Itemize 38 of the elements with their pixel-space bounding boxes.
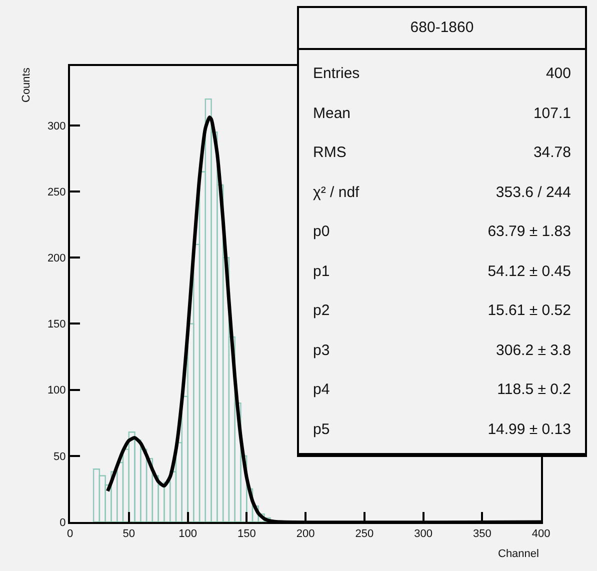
x-tick-label: 400 <box>532 528 550 540</box>
x-tick-label: 250 <box>355 528 374 540</box>
annotation: p1 <box>313 262 330 282</box>
annotation: 14.99 ± 0.13 <box>488 420 571 440</box>
y-tick-label: 300 <box>47 120 66 132</box>
annotation: p5 <box>313 420 330 440</box>
annotation: p0 <box>313 222 330 242</box>
y-axis-title: Counts <box>20 67 32 102</box>
annotation: p3 <box>313 340 330 360</box>
y-tick-label: 0 <box>60 516 66 529</box>
x-tick-label: 300 <box>414 528 432 540</box>
annotation: p2 <box>313 301 330 321</box>
x-tick-label: 150 <box>237 528 256 540</box>
annotation: 306.2 ± 3.8 <box>496 340 571 360</box>
y-tick-label: 250 <box>47 186 66 198</box>
annotation: 353.6 / 244 <box>496 182 571 202</box>
y-tick-label: 150 <box>47 318 66 331</box>
x-tick-label: 350 <box>472 528 492 540</box>
annotation: 107.1 <box>533 104 571 124</box>
annotation: 34.78 <box>533 143 571 163</box>
y-tick-label: 200 <box>47 252 66 264</box>
annotation: 54.12 ± 0.45 <box>488 262 571 282</box>
annotation: RMS <box>313 143 346 163</box>
annotation: Entries <box>313 64 360 84</box>
annotation: χ² / ndf <box>313 182 360 202</box>
x-axis-title: Channel <box>498 548 539 560</box>
y-tick-label: 50 <box>54 450 66 463</box>
annotation: Mean <box>313 104 351 124</box>
annotation: p4 <box>313 380 330 400</box>
annotation: 63.79 ± 1.83 <box>488 222 571 242</box>
x-tick-label: 100 <box>178 528 197 540</box>
x-tick-label: 200 <box>296 528 315 540</box>
chart-title: 680-1860 <box>299 8 585 50</box>
y-tick-label: 100 <box>47 384 66 397</box>
annotation: 15.61 ± 0.52 <box>488 301 571 321</box>
annotation: 118.5 ± 0.2 <box>497 380 571 400</box>
text: 400 <box>546 64 571 84</box>
x-tick-label: 50 <box>122 528 136 540</box>
